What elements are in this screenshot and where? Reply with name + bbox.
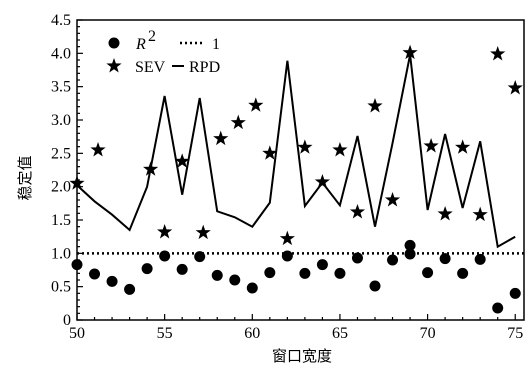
sev-point: [455, 139, 471, 154]
sev-point: [437, 206, 453, 221]
r2-point: [492, 302, 504, 314]
r2-point: [141, 263, 153, 275]
legend-sev-marker: [106, 58, 122, 73]
sev-point: [213, 130, 229, 146]
x-tick-label: 50: [69, 325, 85, 342]
legend-sev-label: SEV: [135, 59, 166, 76]
r2-point: [509, 287, 521, 299]
x-axis-title: 窗口宽度: [272, 347, 332, 365]
y-tick-label: 3.5: [51, 79, 71, 96]
sev-point: [332, 142, 348, 157]
sev-point: [90, 142, 106, 157]
sev-point: [472, 206, 488, 222]
legend-r2-label: R: [135, 36, 146, 53]
r2-point: [439, 253, 451, 265]
y-tick-label: 2.0: [51, 179, 71, 196]
y-tick-label: 4.5: [51, 12, 71, 29]
plot-frame: [76, 19, 525, 321]
y-tick-label: 1.0: [51, 245, 71, 262]
r2-point: [316, 259, 328, 271]
sev-point: [349, 204, 366, 219]
axes: 50 55 60 65 70 75 0 0.5 1.0 1.5 2.0 2.5 3.0 3.5 4.0 4.5: [51, 12, 523, 342]
sev-point: [367, 98, 383, 113]
x-tick-label: 55: [157, 325, 173, 342]
sev-point: [402, 44, 418, 60]
r2-point: [264, 267, 276, 279]
legend: R 2 1 SEV RPD: [106, 28, 220, 76]
r2-point: [211, 269, 223, 281]
sev-point: [262, 145, 278, 160]
sev-point: [423, 138, 439, 153]
r2-point: [404, 239, 416, 251]
r2-point: [124, 283, 136, 295]
r2-point: [334, 267, 346, 279]
r2-point: [474, 253, 486, 265]
r2-point: [422, 267, 434, 279]
x-tick-label: 70: [420, 325, 436, 342]
sev-point: [248, 97, 264, 112]
r2-point: [281, 250, 293, 262]
r2-point: [369, 280, 381, 292]
y-tick-label: 2.5: [51, 145, 71, 162]
y-tick-label: 0: [63, 312, 71, 329]
r2-point: [457, 267, 469, 279]
x-tick-label: 60: [244, 325, 260, 342]
legend-one-label: 1: [212, 36, 220, 53]
r2-point: [351, 252, 363, 264]
sev-point: [195, 224, 211, 240]
r2-point: [246, 282, 258, 294]
legend-rpd-label: RPD: [189, 59, 220, 76]
sev-point: [279, 230, 295, 246]
r2-point: [404, 248, 416, 260]
sev-point: [174, 153, 190, 168]
r2-point: [176, 263, 188, 275]
legend-r2-superscript: 2: [148, 28, 156, 45]
x-tick-label: 65: [332, 325, 348, 342]
sev-point: [384, 192, 401, 207]
rpd-series-line: [76, 54, 516, 249]
sev-point: [507, 80, 523, 95]
sev-point: [297, 139, 313, 154]
r2-point: [387, 254, 399, 266]
y-tick-label: 1.5: [51, 212, 71, 229]
y-axis-title: 稳定值: [16, 155, 34, 200]
plot-content: [69, 44, 524, 314]
legend-r2-marker: [108, 37, 120, 49]
r2-point: [106, 275, 118, 287]
r2-point: [89, 268, 101, 280]
sev-point: [230, 114, 246, 130]
x-tick-label: 75: [507, 325, 523, 342]
y-tick-label: 3.0: [51, 112, 71, 129]
r2-point: [299, 267, 311, 279]
sev-point: [157, 224, 173, 239]
y-tick-label: 4.0: [51, 45, 71, 62]
r2-point: [229, 274, 241, 286]
sev-point: [490, 46, 506, 61]
y-tick-label: 0.5: [51, 279, 71, 296]
